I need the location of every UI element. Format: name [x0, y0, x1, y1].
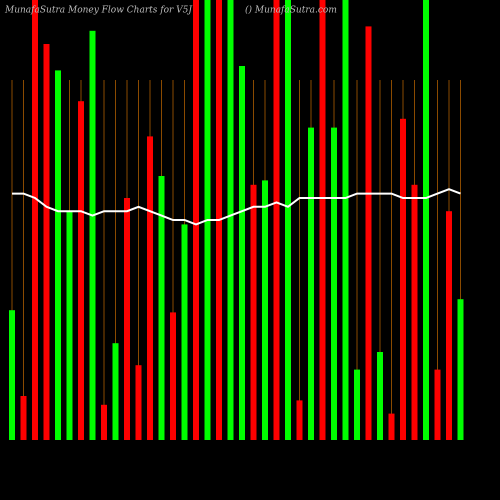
bar [101, 404, 107, 440]
bar [147, 136, 153, 440]
bar [32, 0, 38, 440]
bar [112, 343, 119, 440]
bar [181, 224, 188, 440]
bar [170, 312, 176, 440]
bar [135, 365, 142, 440]
bar [342, 0, 349, 440]
money-flow-line [12, 188, 461, 226]
bar [354, 369, 360, 440]
bar [89, 30, 96, 441]
bar [308, 127, 314, 440]
bar [55, 70, 61, 441]
bar [423, 0, 429, 440]
bar [331, 127, 337, 440]
bar [296, 400, 303, 440]
bar [227, 0, 234, 440]
bar [400, 118, 406, 441]
bars [9, 0, 464, 441]
bar [43, 44, 50, 440]
bar [66, 211, 73, 440]
chart-subtitle: () MunafaSutra.com [245, 5, 337, 16]
bar [78, 101, 84, 440]
bar [273, 0, 280, 440]
bar [319, 0, 326, 440]
bar [457, 299, 464, 440]
bar [377, 352, 383, 440]
bar [411, 184, 418, 440]
bar [158, 176, 165, 440]
bar [434, 369, 441, 440]
bar [124, 198, 130, 440]
bar [250, 184, 257, 440]
bar [262, 180, 268, 440]
bar [239, 66, 245, 440]
bar [365, 26, 372, 441]
bar [446, 211, 452, 440]
bar [20, 396, 27, 440]
bar [193, 0, 199, 440]
bar [9, 310, 15, 440]
bar [285, 0, 291, 440]
chart-title: MunafaSutra Money Flow Charts for V5J [4, 6, 193, 16]
bar [388, 413, 395, 440]
